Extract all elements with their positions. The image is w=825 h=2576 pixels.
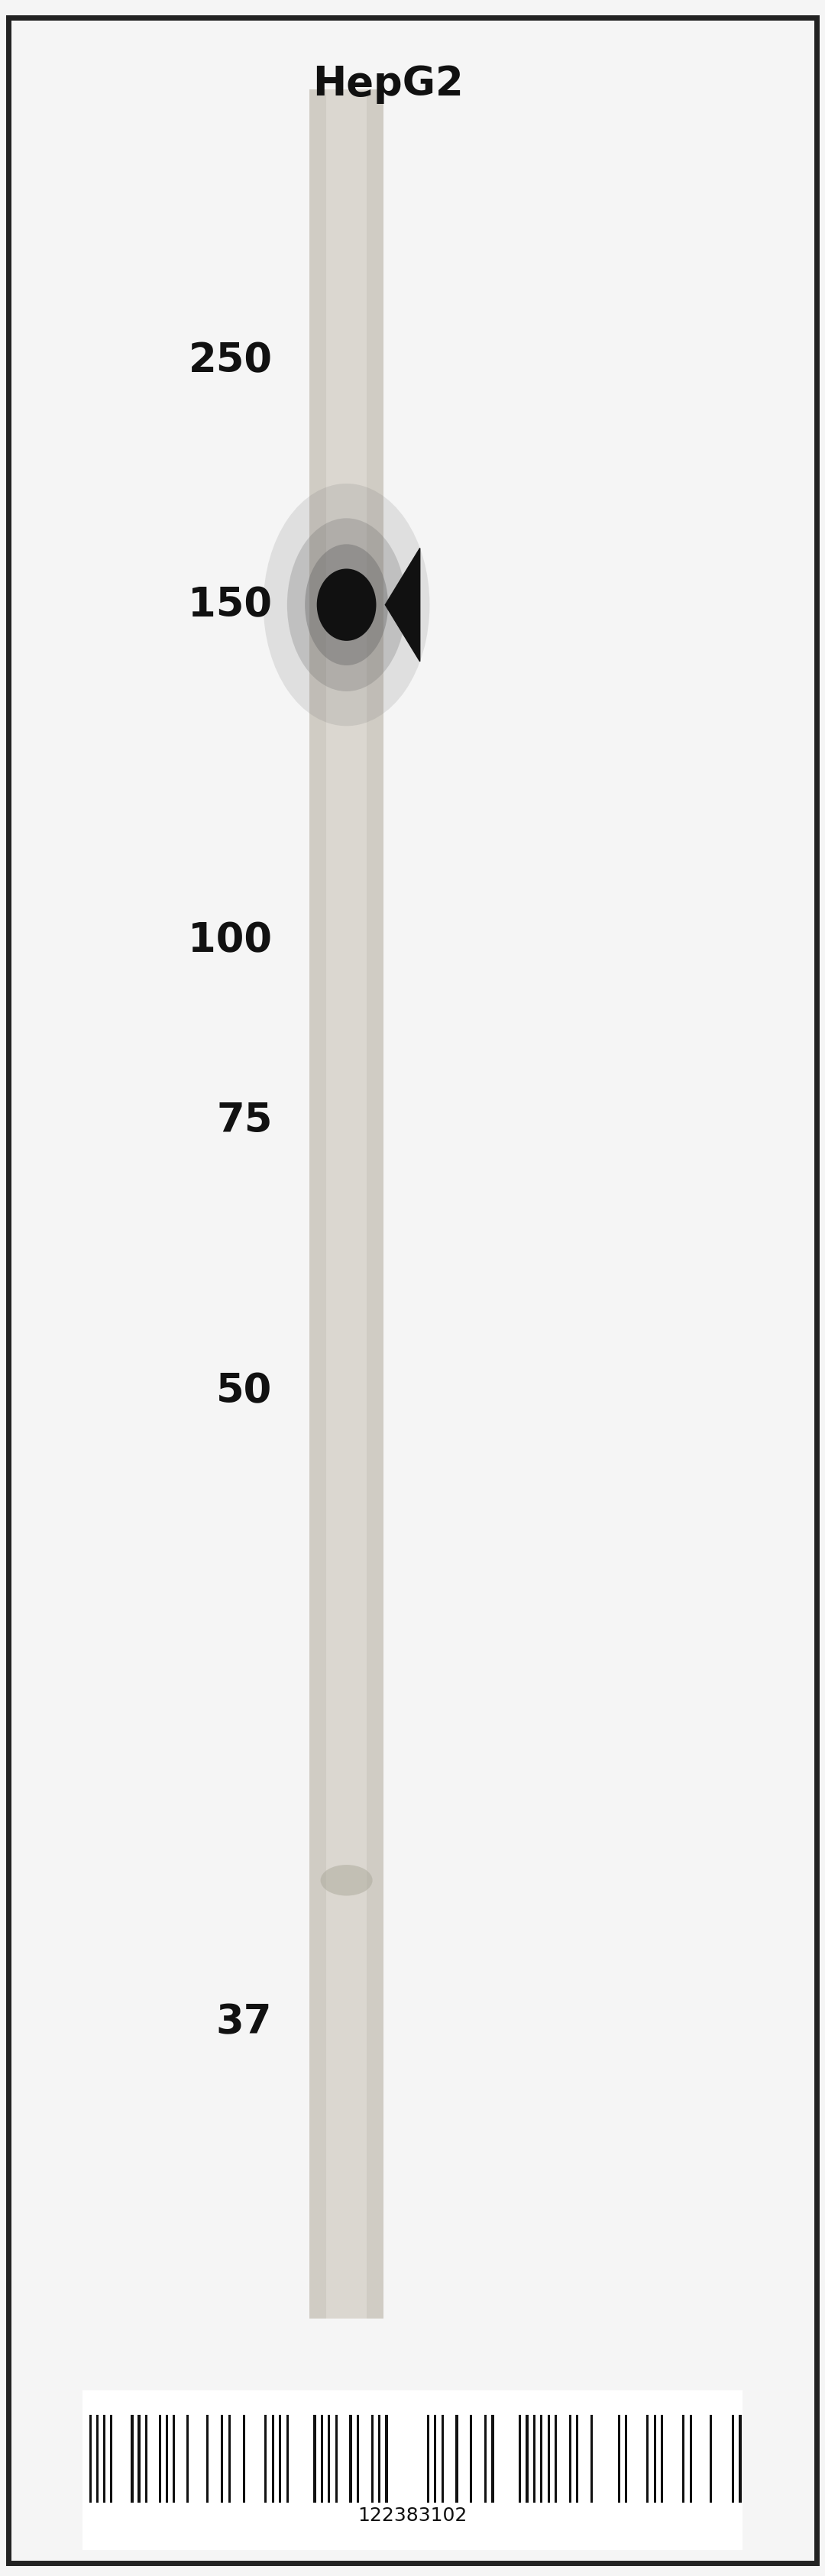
Bar [732,2414,734,2501]
Ellipse shape [317,569,376,641]
Bar [82,2391,742,2550]
Bar [591,2414,593,2501]
Bar [690,2414,692,2501]
Bar [158,2414,161,2501]
Bar [309,90,384,2318]
Bar [434,2414,436,2501]
Bar [206,2414,209,2501]
Bar [138,2414,140,2501]
Bar [554,2414,557,2501]
Bar [646,2414,649,2501]
Bar [271,2414,274,2501]
Ellipse shape [287,518,406,693]
Bar [326,90,367,2318]
Bar [89,2414,92,2501]
Ellipse shape [263,484,430,726]
Ellipse shape [320,1865,372,1896]
Bar [243,2414,245,2501]
Bar [569,2414,572,2501]
Bar [371,2414,374,2501]
Bar [186,2414,189,2501]
Text: HepG2: HepG2 [312,64,464,103]
Bar [576,2414,578,2501]
Bar [709,2414,712,2501]
Bar [349,2414,352,2501]
Text: 50: 50 [216,1370,272,1412]
Bar [682,2414,685,2501]
Bar [547,2414,550,2501]
Bar [356,2414,359,2501]
Bar [492,2414,494,2501]
Bar [321,2414,323,2501]
Bar [279,2414,281,2501]
Bar [739,2414,742,2501]
Bar [441,2414,444,2501]
Polygon shape [385,549,420,662]
Text: 250: 250 [188,340,272,381]
Text: 122383102: 122383102 [358,2506,467,2524]
Bar [313,2414,316,2501]
Bar [385,2414,388,2501]
Bar [103,2414,106,2501]
Bar [427,2414,429,2501]
Text: 150: 150 [188,585,272,626]
Bar [455,2414,458,2501]
Bar [286,2414,289,2501]
Text: 100: 100 [188,920,272,961]
Bar [618,2414,620,2501]
Bar [166,2414,168,2501]
Bar [111,2414,112,2501]
Bar [131,2414,134,2501]
Text: 75: 75 [216,1100,272,1141]
Bar [540,2414,543,2501]
Bar [228,2414,230,2501]
Bar [172,2414,175,2501]
Bar [144,2414,147,2501]
Bar [335,2414,337,2501]
Bar [97,2414,99,2501]
Bar [661,2414,663,2501]
Bar [484,2414,487,2501]
Ellipse shape [305,544,388,667]
Text: 37: 37 [216,2002,272,2043]
Bar [328,2414,330,2501]
Bar [519,2414,521,2501]
Bar [625,2414,627,2501]
Bar [533,2414,535,2501]
Bar [653,2414,656,2501]
Bar [378,2414,380,2501]
Bar [221,2414,224,2501]
Bar [526,2414,528,2501]
Bar [264,2414,266,2501]
Bar [470,2414,473,2501]
